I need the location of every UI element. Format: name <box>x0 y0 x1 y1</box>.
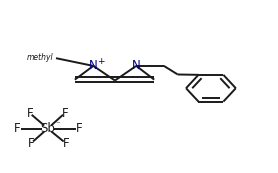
Text: +: + <box>97 57 105 66</box>
Text: F: F <box>26 107 33 120</box>
Text: F: F <box>62 137 69 150</box>
Text: F: F <box>28 137 34 150</box>
Text: Sb: Sb <box>40 122 55 135</box>
Text: F: F <box>61 107 68 120</box>
Text: F: F <box>76 122 83 135</box>
Text: F: F <box>14 122 21 135</box>
Text: ⁻: ⁻ <box>55 121 60 130</box>
Text: N: N <box>132 59 141 72</box>
Text: N: N <box>89 59 98 72</box>
Text: methyl: methyl <box>27 53 54 62</box>
